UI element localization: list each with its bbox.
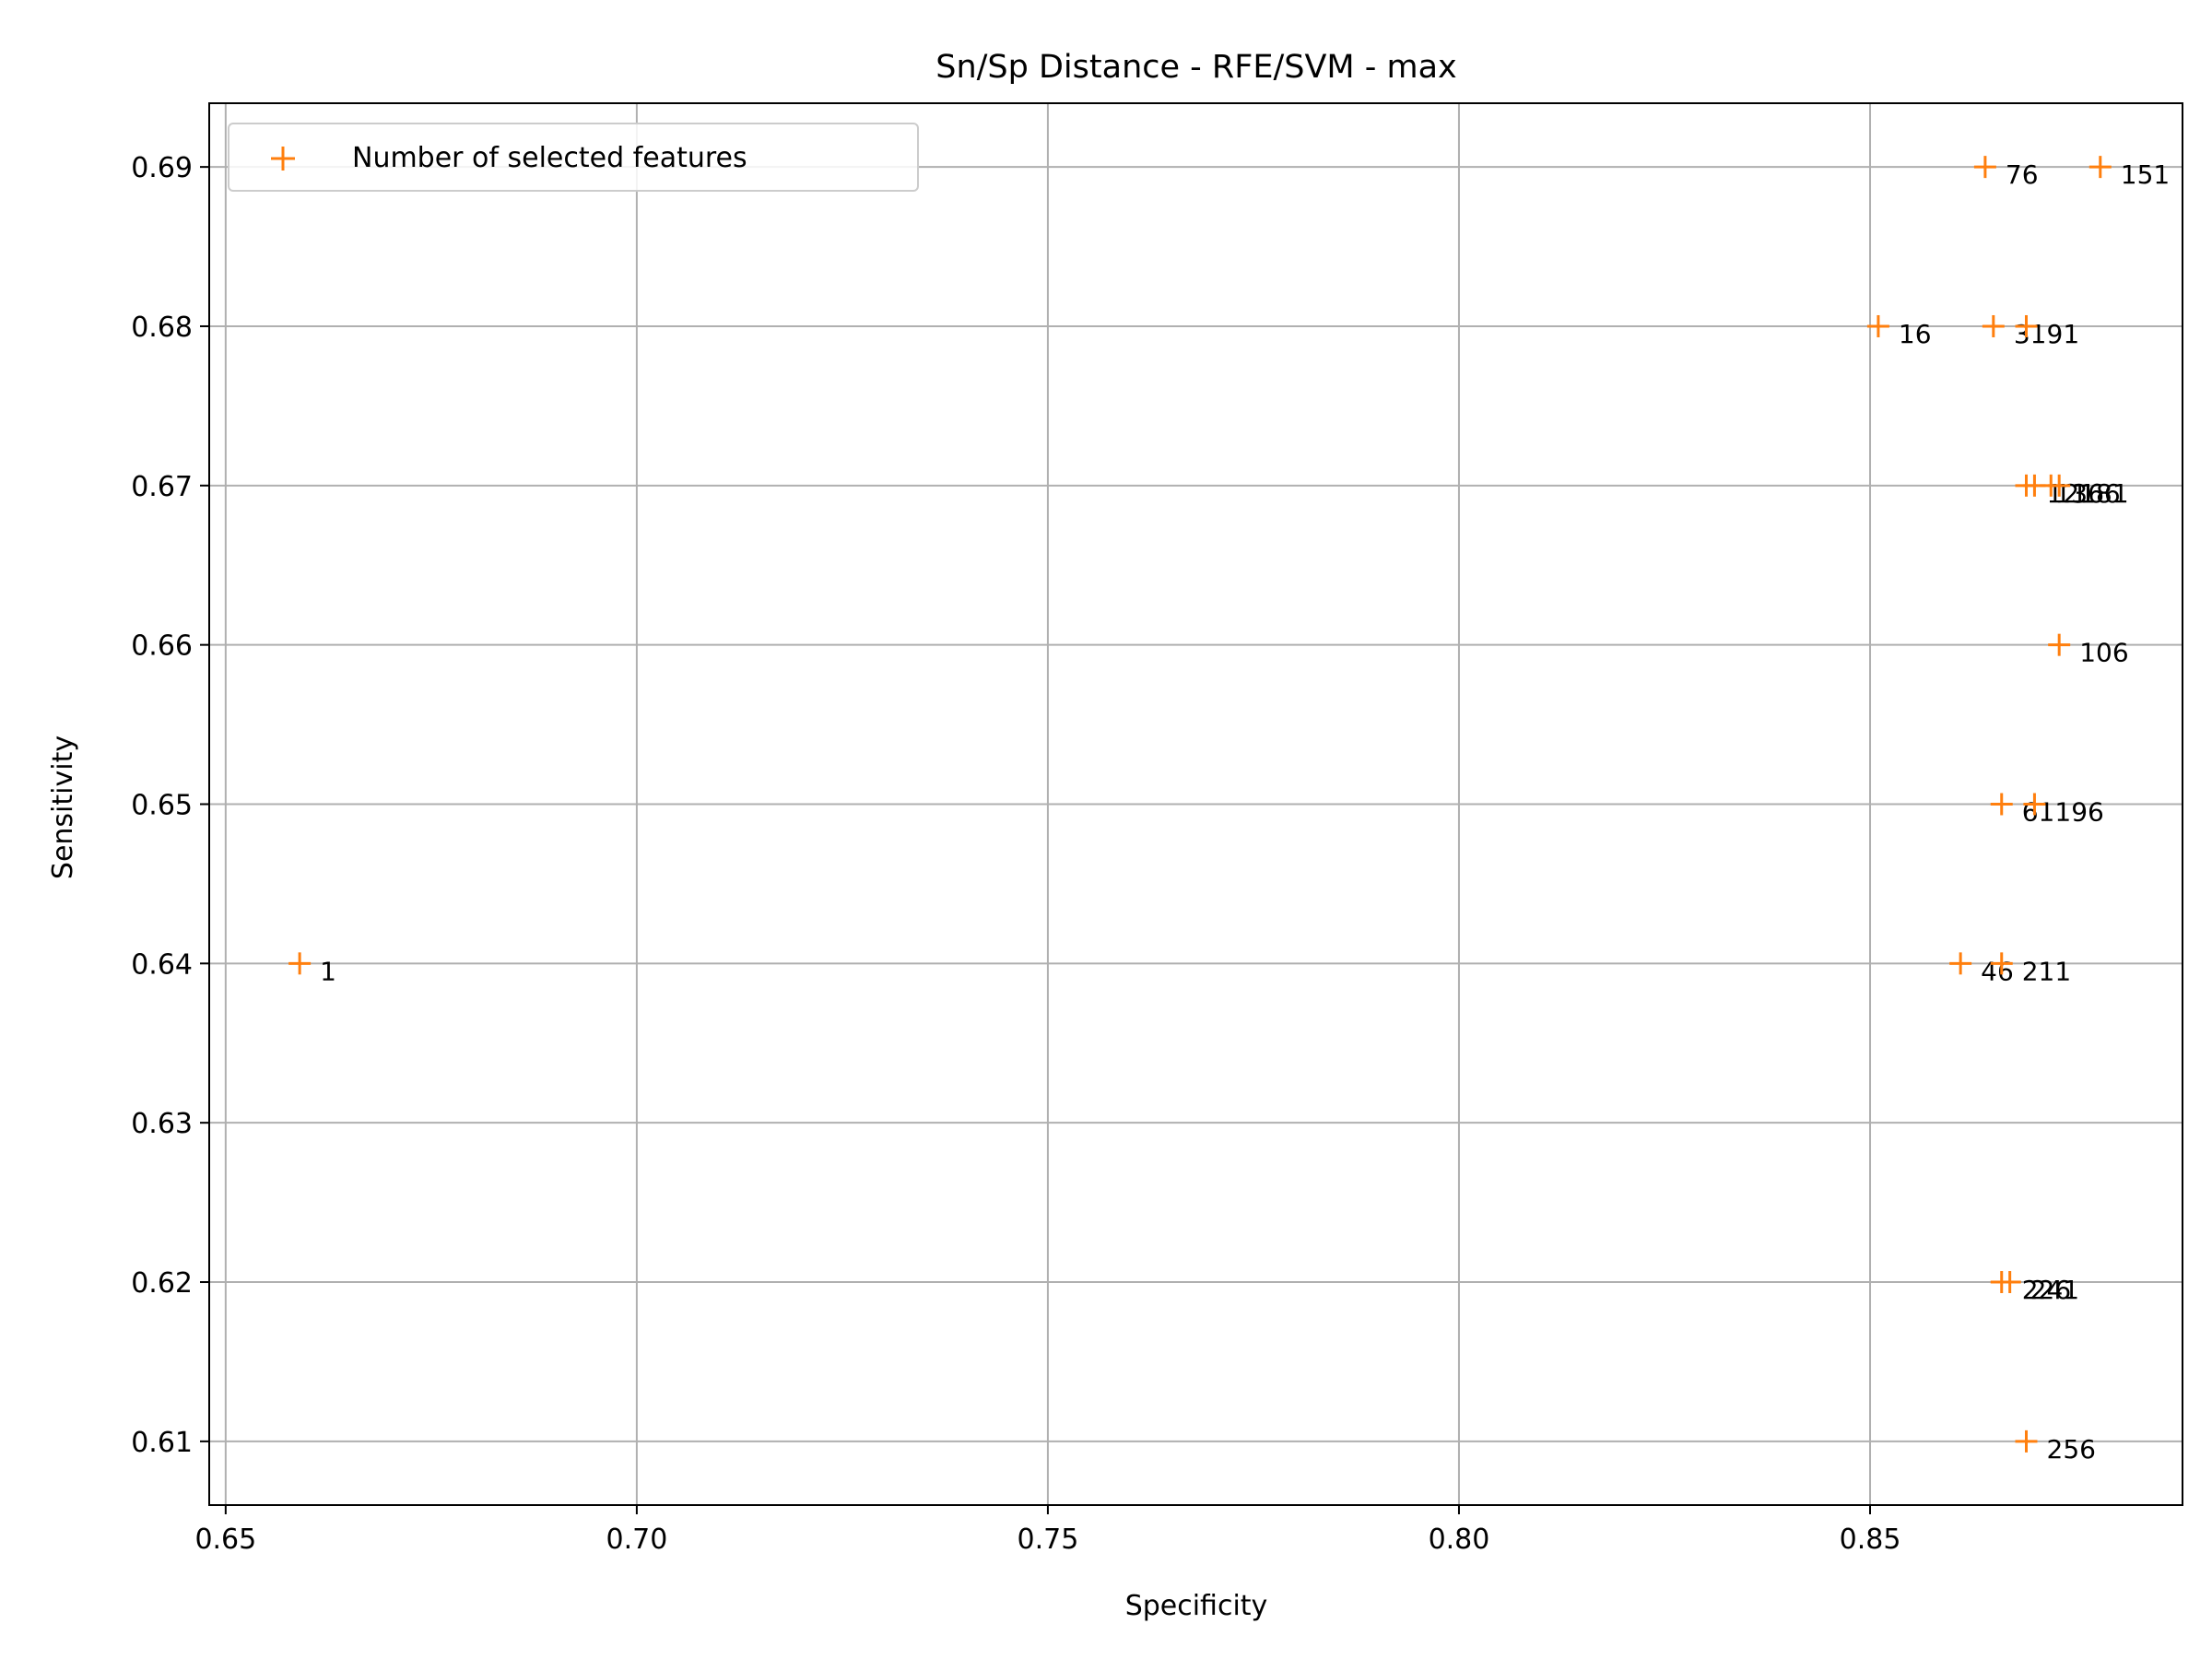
data-point-label: 31 [2014, 319, 2047, 349]
y-tick-label: 0.61 [131, 1427, 193, 1459]
data-point-label: 196 [2054, 797, 2103, 828]
plot-frame [208, 102, 2183, 1506]
data-point-label: 136 [2054, 478, 2103, 509]
x-tick-label: 0.80 [1429, 1524, 1490, 1556]
data-point-marker [1990, 793, 2013, 816]
x-tick-label: 0.75 [1018, 1524, 1079, 1556]
data-point-label: 16 [1899, 319, 1932, 349]
legend-entry-label: Number of selected features [352, 142, 747, 174]
y-tick-label: 0.64 [131, 948, 193, 981]
data-point-marker [2023, 793, 2046, 816]
data-point-label: 46 [1981, 956, 2014, 986]
data-point-label: 1 [320, 956, 336, 986]
y-tick-label: 0.63 [131, 1108, 193, 1140]
data-point-label: 151 [2121, 159, 2170, 190]
x-tick-label: 0.65 [194, 1524, 256, 1556]
data-point-label: 211 [2022, 956, 2071, 986]
y-axis-label: Sensitivity [47, 735, 79, 879]
data-point-label: 76 [2006, 159, 2039, 190]
data-point-marker [2088, 156, 2112, 179]
data-point-marker [1866, 314, 1889, 337]
data-point-marker [288, 952, 312, 975]
y-tick-label: 0.66 [131, 630, 193, 663]
y-tick-label: 0.67 [131, 471, 193, 503]
chart-title: Sn/Sp Distance - RFE/SVM - max [935, 49, 1457, 86]
data-point-label: 61 [2022, 797, 2055, 828]
data-point-marker [1990, 952, 2013, 975]
data-point-marker [1982, 314, 2005, 337]
data-point-marker [2048, 474, 2071, 497]
data-point-label: 166 [2071, 478, 2120, 509]
data-point-label: 181 [2079, 478, 2128, 509]
data-point-label: 241 [2030, 1275, 2079, 1305]
data-point-label: 91 [2047, 319, 2080, 349]
data-point-marker [1949, 952, 1972, 975]
y-tick-label: 0.68 [131, 312, 193, 344]
legend-marker-icon [271, 147, 295, 171]
data-point-label: 226 [2022, 1275, 2071, 1305]
x-tick-label: 0.85 [1840, 1524, 1901, 1556]
y-tick-label: 0.62 [131, 1267, 193, 1300]
data-point-label: 121 [2047, 478, 2096, 509]
data-point-marker [2015, 1430, 2038, 1453]
data-point-marker [1998, 1271, 2021, 1294]
data-point-label: 256 [2047, 1434, 2096, 1465]
data-point-marker [2015, 314, 2038, 337]
data-point-label: 106 [2079, 638, 2128, 668]
data-point-marker [1973, 156, 1996, 179]
legend: Number of selected features [228, 123, 919, 192]
y-tick-label: 0.69 [131, 152, 193, 184]
x-tick-label: 0.70 [606, 1524, 667, 1556]
y-tick-label: 0.65 [131, 790, 193, 822]
x-axis-label: Specificity [1125, 1590, 1268, 1622]
axis-ticks: 0.65 0.70 0.75 0.80 0.85 0.61 0.62 0.63 0.64 0.65… [131, 152, 1900, 1556]
legend-box [228, 123, 919, 192]
grid-lines [209, 103, 2183, 1505]
data-point-marker [2048, 633, 2071, 656]
